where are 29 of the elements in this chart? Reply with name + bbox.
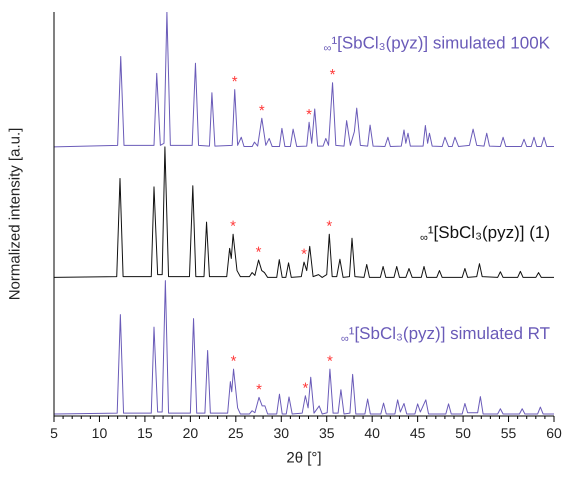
annotation: * xyxy=(306,106,312,124)
x-tick-label: 25 xyxy=(228,425,244,441)
annotation: * xyxy=(232,74,238,91)
x-tick-label: 50 xyxy=(455,425,472,441)
x-tick-label: 35 xyxy=(318,425,335,441)
x-tick-label: 60 xyxy=(546,425,562,441)
x-tick-label: 40 xyxy=(364,425,380,441)
annotation: * xyxy=(326,353,333,370)
annotation: * xyxy=(301,246,308,264)
annotation: * xyxy=(230,218,236,236)
x-tick-label: 20 xyxy=(182,425,198,441)
annotation: * xyxy=(330,66,336,84)
x-tick-label: 55 xyxy=(500,425,517,441)
x-axis-title: 2θ [°] xyxy=(286,450,322,467)
annotation: * xyxy=(256,244,262,262)
x-tick-label: 45 xyxy=(410,425,426,441)
annotation: * xyxy=(256,381,262,398)
x-tick-label: 15 xyxy=(137,425,153,441)
annotation: * xyxy=(230,353,237,370)
annotation: * xyxy=(258,102,265,120)
series-label: $_{∞}$¹[SbCl₃(pyz)] simulated RT xyxy=(340,324,550,346)
y-axis-title: Normalized intensity [a.u.] xyxy=(6,128,24,300)
annotation: * xyxy=(302,380,308,397)
series-label: $_{∞}$¹[SbCl₃(pyz)] (1) xyxy=(420,223,550,245)
annotation: * xyxy=(326,218,332,236)
x-tick-label: 5 xyxy=(50,425,58,441)
series-label: $_{∞}$¹[SbCl₃(pyz)] simulated 100K xyxy=(324,33,551,55)
x-tick-label: 10 xyxy=(92,425,108,441)
x-tick-label: 30 xyxy=(273,425,290,441)
